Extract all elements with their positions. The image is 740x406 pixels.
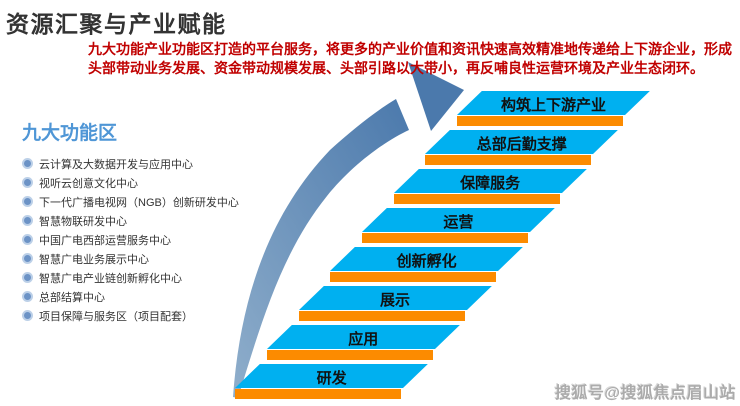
bullet-icon bbox=[22, 291, 33, 302]
zone-item: 总部结算中心 bbox=[22, 287, 239, 306]
zone-label: 中国广电西部运营服务中心 bbox=[39, 234, 171, 247]
zone-item: 智慧物联研发中心 bbox=[22, 211, 239, 230]
functional-zones-heading: 九大功能区 bbox=[22, 123, 118, 144]
functional-zones-list: 云计算及大数据开发与应用中心 视听云创意文化中心下一代广播电视网（NGB）创新研发… bbox=[22, 154, 239, 325]
zone-item: 智慧广电产业链创新孵化中心 bbox=[22, 268, 239, 287]
zone-item: 视听云创意文化中心 bbox=[22, 173, 239, 192]
bullet-icon bbox=[22, 234, 33, 245]
step-label: 研发 bbox=[316, 370, 347, 387]
bullet-icon bbox=[22, 177, 33, 188]
description-text: 九大功能产业功能区打造的平台服务，将更多的产业价值和资讯快速高效精准地传递给上下… bbox=[88, 41, 732, 76]
zone-label: 视听云创意文化中心 bbox=[39, 177, 138, 190]
step-label: 展示 bbox=[379, 292, 410, 309]
bullet-icon bbox=[22, 196, 33, 207]
step-riser bbox=[235, 389, 402, 399]
step-riser bbox=[266, 350, 433, 360]
step-riser bbox=[361, 233, 528, 243]
bullet-icon bbox=[22, 158, 33, 169]
zone-item: 云计算及大数据开发与应用中心 bbox=[22, 154, 239, 173]
step-riser bbox=[330, 272, 497, 282]
step-riser bbox=[298, 311, 465, 321]
bullet-icon bbox=[22, 253, 33, 264]
zone-label: 项目保障与服务区（项目配套） bbox=[39, 310, 193, 323]
step-riser bbox=[457, 116, 623, 126]
zone-label: 智慧广电产业链创新孵化中心 bbox=[39, 272, 182, 285]
page-title: 资源汇聚与产业赋能 bbox=[6, 11, 227, 37]
step-label: 总部后勤支撑 bbox=[476, 136, 567, 153]
zone-item: 中国广电西部运营服务中心 bbox=[22, 230, 239, 249]
functional-zones-panel: 九大功能区 云计算及大数据开发与应用中心 视听云创意文化中心下一代广播电视网（NG… bbox=[22, 118, 239, 325]
bullet-icon bbox=[22, 272, 33, 283]
zone-label: 总部结算中心 bbox=[39, 291, 105, 304]
watermark: 搜狐号@搜狐焦点眉山站 bbox=[554, 385, 736, 402]
step-label: 构筑上下游产业 bbox=[500, 97, 606, 114]
zone-item: 智慧广电业务展示中心 bbox=[22, 249, 239, 268]
zone-label: 云计算及大数据开发与应用中心 bbox=[39, 158, 193, 171]
step-label: 保障服务 bbox=[460, 175, 521, 192]
zone-item: 项目保障与服务区（项目配套） bbox=[22, 306, 239, 325]
step-label: 应用 bbox=[348, 331, 379, 348]
zone-label: 智慧广电业务展示中心 bbox=[39, 253, 149, 266]
zone-label: 下一代广播电视网（NGB）创新研发中心 bbox=[39, 196, 239, 209]
zone-item: 下一代广播电视网（NGB）创新研发中心 bbox=[22, 192, 239, 211]
zone-label: 智慧物联研发中心 bbox=[39, 215, 127, 228]
step-label: 运营 bbox=[443, 214, 474, 231]
bullet-icon bbox=[22, 310, 33, 321]
step-riser bbox=[425, 155, 592, 165]
step-riser bbox=[393, 194, 560, 204]
step-label: 创新孵化 bbox=[396, 253, 457, 270]
bullet-icon bbox=[22, 215, 33, 226]
